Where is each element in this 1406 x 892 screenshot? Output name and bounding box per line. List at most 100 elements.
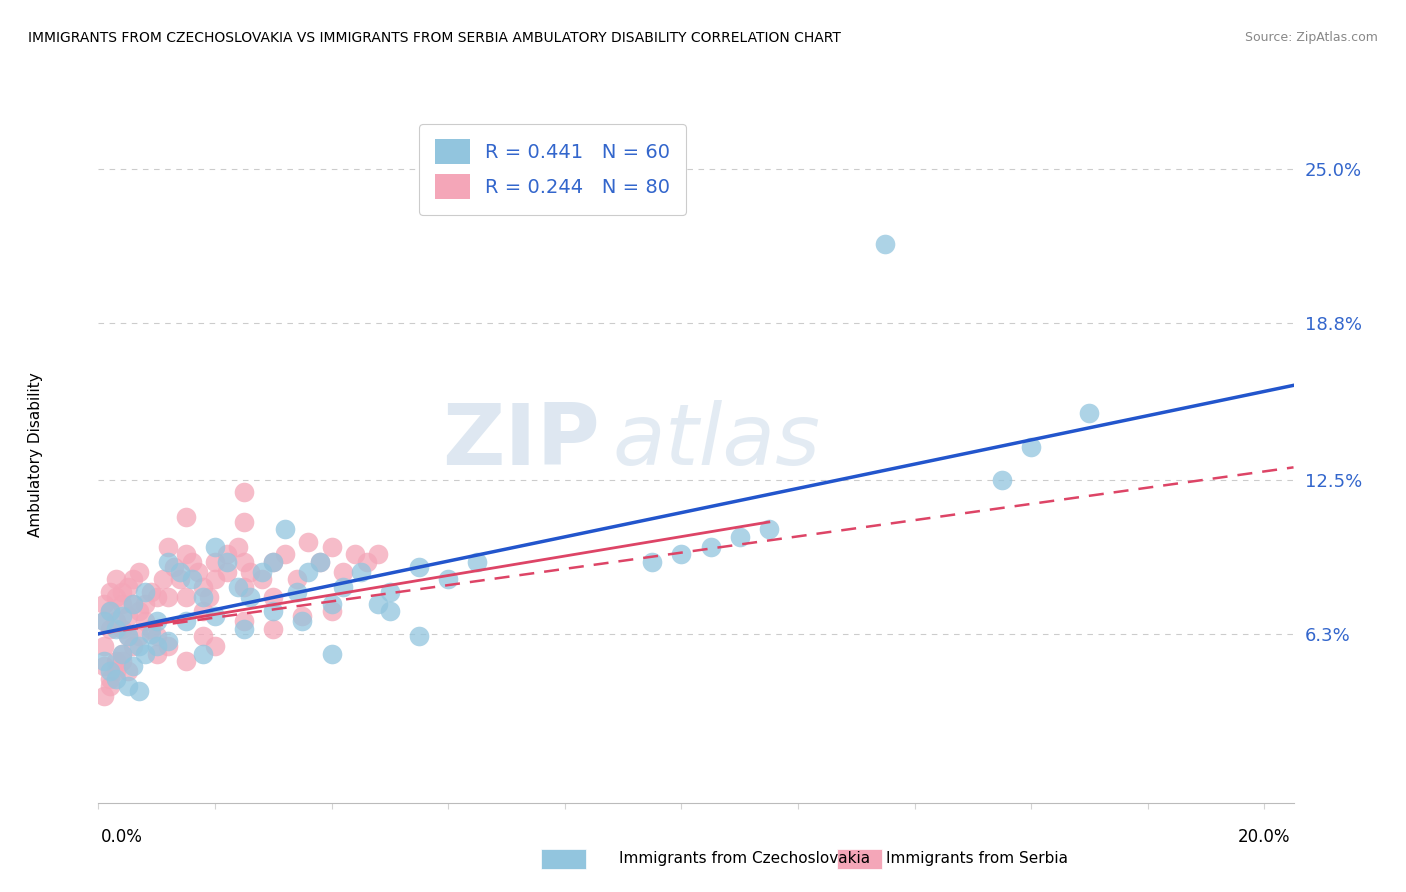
- Point: [145, 629, 167, 643]
- Point: [228, 540, 250, 554]
- Point: [111, 597, 134, 611]
- Point: [193, 580, 215, 594]
- Point: [215, 547, 238, 561]
- Text: ZIP: ZIP: [443, 400, 600, 483]
- Point: [321, 647, 343, 661]
- Point: [104, 664, 127, 678]
- Point: [145, 590, 167, 604]
- Point: [104, 622, 127, 636]
- Point: [758, 523, 780, 537]
- Point: [134, 615, 156, 629]
- Point: [117, 629, 139, 643]
- Text: Immigrants from Serbia: Immigrants from Serbia: [886, 851, 1067, 865]
- Point: [128, 639, 150, 653]
- Point: [285, 572, 308, 586]
- Point: [250, 572, 273, 586]
- Point: [122, 572, 145, 586]
- Point: [117, 679, 139, 693]
- Point: [93, 615, 115, 629]
- Point: [332, 565, 354, 579]
- Point: [262, 555, 284, 569]
- Point: [122, 597, 145, 611]
- Point: [699, 540, 721, 554]
- Point: [728, 530, 751, 544]
- Point: [291, 615, 314, 629]
- Point: [297, 565, 319, 579]
- Point: [233, 580, 256, 594]
- Point: [111, 584, 134, 599]
- Y-axis label: Ambulatory Disability: Ambulatory Disability: [28, 373, 42, 537]
- Point: [291, 609, 314, 624]
- Point: [309, 555, 332, 569]
- Point: [111, 622, 134, 636]
- Point: [93, 689, 115, 703]
- Point: [204, 555, 226, 569]
- Point: [367, 547, 389, 561]
- Point: [437, 572, 460, 586]
- Point: [180, 555, 202, 569]
- Point: [204, 540, 226, 554]
- Point: [356, 555, 378, 569]
- Point: [233, 622, 256, 636]
- Point: [98, 605, 121, 619]
- Point: [174, 654, 197, 668]
- Point: [193, 629, 215, 643]
- Point: [157, 639, 180, 653]
- Text: Immigrants from Czechoslovakia: Immigrants from Czechoslovakia: [619, 851, 870, 865]
- Point: [641, 555, 664, 569]
- Point: [122, 597, 145, 611]
- Point: [274, 523, 297, 537]
- Point: [98, 584, 121, 599]
- Point: [228, 580, 250, 594]
- Point: [193, 605, 215, 619]
- Point: [98, 605, 121, 619]
- Point: [285, 584, 308, 599]
- Point: [122, 639, 145, 653]
- Point: [145, 647, 167, 661]
- Legend: R = 0.441   N = 60, R = 0.244   N = 80: R = 0.441 N = 60, R = 0.244 N = 80: [419, 124, 686, 214]
- Point: [128, 684, 150, 698]
- Point: [186, 565, 208, 579]
- Point: [111, 654, 134, 668]
- Point: [98, 679, 121, 693]
- Point: [297, 534, 319, 549]
- Point: [163, 559, 186, 574]
- Point: [93, 659, 115, 673]
- Point: [111, 647, 134, 661]
- Point: [193, 647, 215, 661]
- Point: [134, 597, 156, 611]
- Point: [139, 627, 162, 641]
- Point: [174, 547, 197, 561]
- Point: [111, 609, 134, 624]
- Point: [98, 664, 121, 678]
- Point: [104, 672, 127, 686]
- Text: 20.0%: 20.0%: [1239, 828, 1291, 846]
- Point: [174, 510, 197, 524]
- Text: Source: ZipAtlas.com: Source: ZipAtlas.com: [1244, 31, 1378, 45]
- Point: [262, 590, 284, 604]
- Point: [671, 547, 693, 561]
- Point: [104, 615, 127, 629]
- Point: [262, 622, 284, 636]
- Point: [174, 590, 197, 604]
- Point: [1019, 441, 1042, 455]
- Point: [111, 647, 134, 661]
- Point: [215, 555, 238, 569]
- Point: [169, 572, 191, 586]
- Point: [169, 565, 191, 579]
- Point: [215, 565, 238, 579]
- Point: [117, 580, 139, 594]
- Point: [321, 597, 343, 611]
- Point: [117, 629, 139, 643]
- Point: [122, 659, 145, 673]
- Point: [467, 555, 489, 569]
- Point: [250, 565, 273, 579]
- Point: [128, 565, 150, 579]
- Point: [350, 565, 373, 579]
- Point: [93, 654, 115, 668]
- Point: [875, 236, 897, 251]
- Point: [239, 590, 262, 604]
- Point: [262, 555, 284, 569]
- Point: [193, 590, 215, 604]
- Text: IMMIGRANTS FROM CZECHOSLOVAKIA VS IMMIGRANTS FROM SERBIA AMBULATORY DISABILITY C: IMMIGRANTS FROM CZECHOSLOVAKIA VS IMMIGR…: [28, 31, 841, 45]
